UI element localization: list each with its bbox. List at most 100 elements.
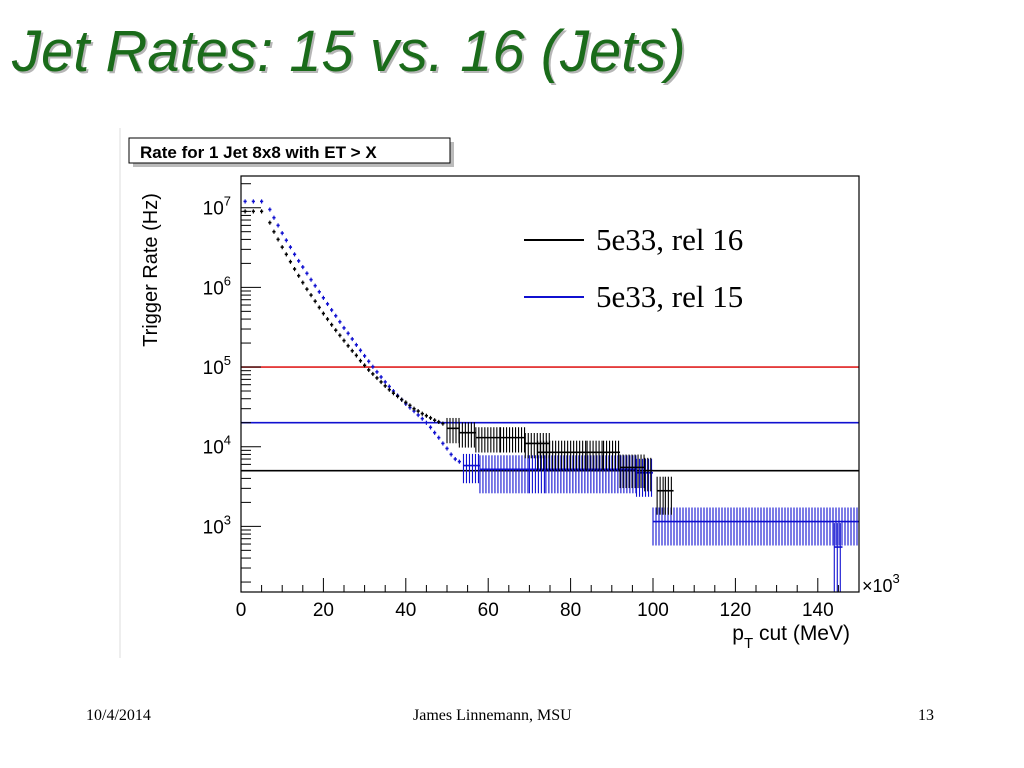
data-point [367,359,371,364]
data-point [445,446,449,451]
data-point [297,258,301,264]
data-point [424,413,428,418]
data-point [457,459,461,464]
data-point [334,313,338,318]
data-point [367,367,371,373]
plot-canvas [120,128,935,658]
data-point [400,397,404,402]
data-point [317,289,321,294]
footer-date: 10/4/2014 [86,707,151,724]
data-point [586,440,604,470]
data-point [383,379,387,385]
data-point [428,425,433,430]
data-point [276,237,280,242]
data-point [317,305,321,310]
reference-lines [241,366,859,472]
data-point [424,420,428,425]
data-point [354,342,358,347]
data-point [297,273,301,278]
x-tick-label: 60 [478,600,499,621]
data-point [371,364,375,369]
data-point [437,435,441,440]
data-point [545,455,637,494]
y-tick-label: 107 [203,194,231,220]
data-point [350,336,354,342]
data-point [313,283,317,288]
series-layer [243,199,859,592]
legend-entry: 5e33, rel 15 [524,279,743,314]
x-tick-label: 80 [560,600,581,621]
data-point [268,220,272,225]
data-point [321,295,325,300]
data-point [280,245,284,250]
legend: 5e33, rel 16 5e33, rel 15 [524,222,743,314]
data-point [330,307,334,313]
data-point [441,421,445,426]
data-point [387,387,391,392]
x-tick-label: 100 [637,600,669,621]
data-point [288,259,293,264]
data-point [338,333,342,338]
data-point [379,374,383,380]
x-tick-label: 140 [802,600,834,621]
data-point [309,277,313,282]
footer-author: James Linnemann, MSU [413,707,572,724]
data-point [334,328,338,333]
slide-title: Jet Rates: 15 vs. 16 (Jets) [12,19,686,84]
x-tick-label: 40 [395,600,416,621]
data-point [619,454,645,489]
data-point [412,406,416,411]
data-point [644,457,653,492]
data-point [449,452,453,457]
y-axis: 103 104 105 106 107 [203,183,261,583]
data-point [260,199,264,204]
data-point [371,371,375,377]
data-point [305,287,309,292]
data-point [441,441,445,446]
data-point [528,455,546,494]
data-point [313,299,317,304]
chart-title: Rate for 1 Jet 8x8 with ET > X [140,143,377,162]
data-point [288,245,293,250]
data-point [301,265,305,270]
data-point [395,394,400,399]
data-point [292,252,297,257]
data-point [276,223,280,228]
data-point [330,322,334,327]
data-point [342,325,346,331]
y-tick-label: 103 [203,512,231,538]
data-point [284,238,288,243]
data-point [363,353,367,359]
data-point [453,457,457,462]
data-point [652,507,859,546]
y-tick-label: 104 [203,433,231,459]
data-point [462,453,480,484]
data-point [656,476,666,515]
x-multiplier: ×103 [862,571,900,596]
data-point [433,430,437,435]
data-point [251,199,255,204]
data-point [833,523,843,592]
data-point [437,419,441,425]
data-point [420,416,424,421]
y-axis-label: Trigger Rate (Hz) [140,193,162,347]
jet-rate-chart: 0 20 40 60 80 100 120 140 103 104 105 106 107 pT cu… [119,128,935,658]
data-point [272,215,276,220]
data-point [475,427,501,453]
footer-page-number: 13 [918,707,934,724]
data-point [433,418,437,423]
data-point [375,369,379,374]
data-point [363,363,367,368]
data-point [375,375,379,381]
data-point [346,331,350,336]
series-rel16 [243,209,674,515]
x-axis: 0 20 40 60 80 100 120 140 [236,578,860,621]
data-point [260,209,264,214]
data-point [379,379,383,385]
data-point [458,422,476,448]
data-point [358,348,363,353]
x-tick-label: 20 [313,600,334,621]
data-point [284,252,288,257]
data-point [309,293,313,298]
legend-label: 5e33, rel 16 [596,222,743,257]
